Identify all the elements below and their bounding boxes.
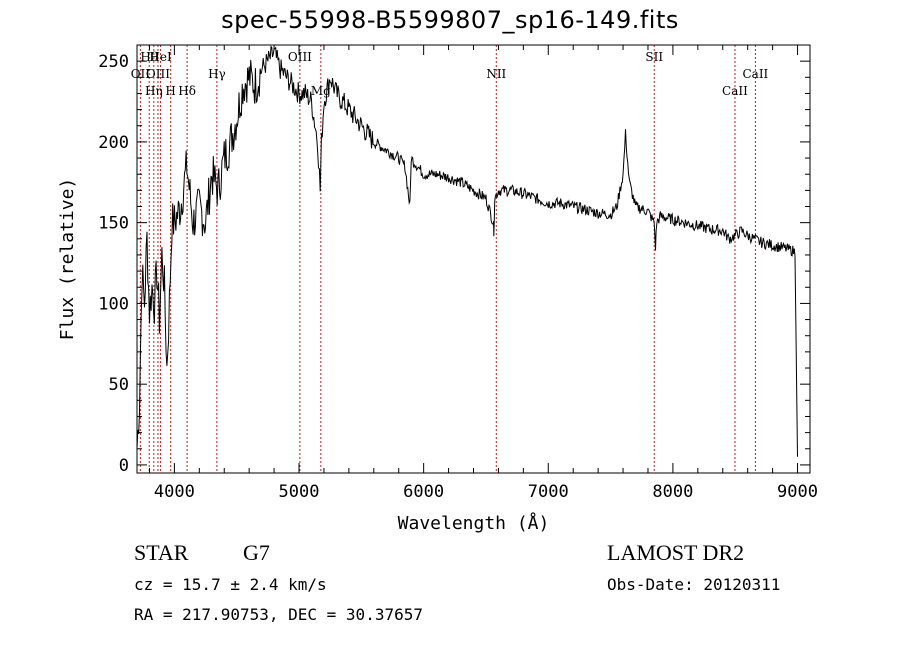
line-marker-label: NII	[486, 67, 506, 81]
y-axis-ticks: 0 50 100 150 200 250	[98, 52, 810, 476]
line-marker-label: H	[165, 84, 175, 98]
line-marker-label: CaII	[742, 67, 768, 81]
line-marker-group	[139, 45, 756, 473]
line-marker-label: Hθ	[140, 50, 158, 64]
object-subclass: G7	[243, 540, 270, 565]
line-marker-label: OIII	[288, 50, 312, 64]
x-axis-ticks: 4000 5000 6000 7000 8000 9000	[148, 45, 818, 502]
x-tick-label: 9000	[777, 482, 818, 502]
x-tick-label: 5000	[279, 482, 320, 502]
line-marker-label: Hη	[145, 84, 163, 98]
line-marker-label-group: Hθ OII H HeI OIII Hη Hδ Hγ OIII Mg NII SII CaII CaII	[131, 50, 769, 98]
chart-title: spec-55998-B5599807_sp16-149.fits	[221, 6, 679, 34]
y-tick-label: 100	[98, 294, 129, 314]
y-tick-label: 50	[109, 375, 129, 395]
x-axis-label: Wavelength (Å)	[398, 512, 550, 534]
line-marker-label: Hδ	[178, 84, 196, 98]
line-marker-label: OIII	[146, 67, 170, 81]
line-marker-label: Hγ	[208, 67, 226, 81]
line-marker-label: OII	[131, 67, 151, 81]
y-tick-label: 0	[119, 456, 129, 476]
x-tick-label: 7000	[528, 482, 569, 502]
line-marker-label: CaII	[722, 84, 748, 98]
plot-frame	[136, 44, 811, 474]
x-tick-label: 4000	[154, 482, 195, 502]
y-tick-label: 250	[98, 52, 129, 72]
survey-name: LAMOST DR2	[607, 540, 745, 565]
coordinates: RA = 217.90753, DEC = 30.37657	[134, 605, 423, 624]
line-marker-label: HeI	[149, 50, 172, 64]
x-tick-label: 6000	[403, 482, 444, 502]
object-class: STAR	[134, 540, 189, 565]
observation-date: Obs-Date: 20120311	[607, 575, 781, 594]
y-tick-label: 200	[98, 133, 129, 153]
line-marker-label: Mg	[311, 84, 331, 98]
line-marker-label: SII	[645, 50, 663, 64]
redshift-velocity: cz = 15.7 ± 2.4 km/s	[134, 575, 327, 594]
y-axis-label: Flux (relative)	[57, 178, 78, 341]
y-tick-label: 150	[98, 214, 129, 234]
spectrum-line	[136, 45, 798, 457]
x-tick-label: 8000	[652, 482, 693, 502]
